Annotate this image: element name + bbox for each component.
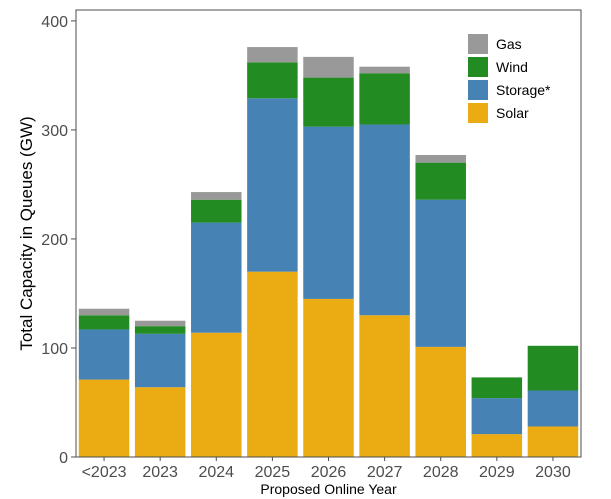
bar-segment (134, 320, 186, 327)
bar-segment (359, 315, 410, 457)
bar-segment (191, 199, 242, 223)
bar-segment (471, 434, 523, 457)
bar-segment (191, 332, 242, 457)
x-tick-label: 2024 (198, 464, 234, 481)
x-axis-title: Proposed Online Year (260, 481, 397, 497)
x-tick-label: 2023 (142, 464, 178, 481)
bar-segment (303, 126, 354, 299)
bar-segment (471, 377, 523, 399)
bar-segment (527, 390, 579, 427)
bar-segment (303, 298, 354, 457)
bar-segment (303, 77, 354, 127)
bar-segment (415, 155, 466, 163)
bar-segment (415, 199, 466, 347)
y-tick-label: 100 (41, 341, 68, 358)
legend-key (468, 34, 488, 54)
x-tick-label: 2030 (535, 464, 571, 481)
bar-segment (303, 56, 354, 78)
x-tick-label: 2025 (255, 464, 291, 481)
bar-segment (78, 308, 130, 316)
legend-label: Gas (496, 36, 522, 52)
bar-segment (134, 326, 186, 334)
x-tick-label: <2023 (82, 464, 127, 481)
legend-label: Storage* (496, 82, 551, 98)
x-tick-label: 2026 (311, 464, 347, 481)
y-axis: 0 100 200 300 400 (41, 14, 76, 467)
bar-segment (191, 192, 242, 200)
bar-segment (191, 222, 242, 333)
bar-segment (527, 426, 579, 457)
bar-segment (134, 387, 186, 457)
legend: Gas Wind Storage* Solar (468, 34, 551, 123)
legend-key (468, 103, 488, 123)
legend-key (468, 80, 488, 100)
bar-segment (415, 162, 466, 200)
y-tick-label: 300 (41, 123, 68, 140)
y-axis-title: Total Capacity in Queues (GW) (17, 116, 36, 350)
legend-key (468, 57, 488, 77)
bars-layer (78, 47, 579, 457)
y-tick-label: 400 (41, 14, 68, 31)
bar-segment (359, 66, 410, 74)
bar-segment (247, 271, 298, 457)
bar-segment (471, 398, 523, 435)
bar-segment (359, 124, 410, 316)
legend-label: Wind (496, 59, 528, 75)
bar-segment (247, 98, 298, 272)
x-axis: <2023 2023 2024 2025 2026 2027 2028 2029 2030 (82, 457, 571, 481)
bar-segment (78, 329, 130, 380)
bar-segment (527, 345, 579, 391)
bar-segment (247, 47, 298, 63)
bar-segment (359, 73, 410, 125)
bar-segment (415, 346, 466, 457)
x-tick-label: 2029 (479, 464, 515, 481)
bar-segment (78, 315, 130, 330)
bar-segment (247, 62, 298, 99)
bar-segment (134, 333, 186, 388)
x-tick-label: 2028 (423, 464, 459, 481)
x-tick-label: 2027 (367, 464, 403, 481)
y-tick-label: 200 (41, 232, 68, 249)
bar-segment (78, 379, 130, 457)
y-tick-label: 0 (59, 450, 68, 467)
legend-label: Solar (496, 105, 529, 121)
